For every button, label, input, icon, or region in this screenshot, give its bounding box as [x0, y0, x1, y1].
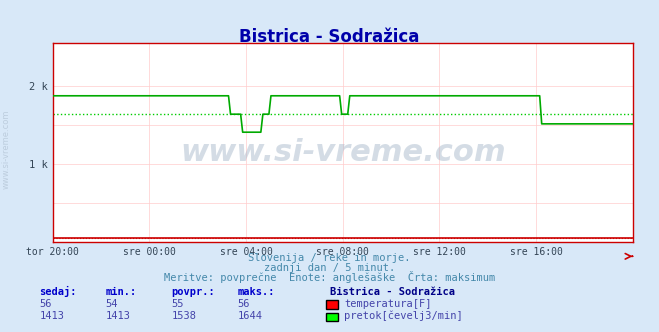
- Text: temperatura[F]: temperatura[F]: [344, 299, 432, 309]
- Text: pretok[čevelj3/min]: pretok[čevelj3/min]: [344, 311, 463, 321]
- Text: Bistrica - Sodražica: Bistrica - Sodražica: [330, 288, 455, 297]
- Text: 56: 56: [237, 299, 250, 309]
- Text: maks.:: maks.:: [237, 288, 275, 297]
- Text: 1413: 1413: [105, 311, 130, 321]
- Text: 1413: 1413: [40, 311, 65, 321]
- Text: 55: 55: [171, 299, 184, 309]
- Text: min.:: min.:: [105, 288, 136, 297]
- Text: sedaj:: sedaj:: [40, 287, 77, 297]
- Text: 54: 54: [105, 299, 118, 309]
- Text: www.si-vreme.com: www.si-vreme.com: [180, 138, 505, 167]
- Text: 56: 56: [40, 299, 52, 309]
- Text: povpr.:: povpr.:: [171, 288, 215, 297]
- Text: zadnji dan / 5 minut.: zadnji dan / 5 minut.: [264, 263, 395, 273]
- Text: Meritve: povprečne  Enote: anglešaške  Črta: maksimum: Meritve: povprečne Enote: anglešaške Črt…: [164, 271, 495, 283]
- Text: 1538: 1538: [171, 311, 196, 321]
- Text: Bistrica - Sodražica: Bistrica - Sodražica: [239, 28, 420, 46]
- Text: 1644: 1644: [237, 311, 262, 321]
- Text: www.si-vreme.com: www.si-vreme.com: [2, 110, 11, 189]
- Text: Slovenija / reke in morje.: Slovenija / reke in morje.: [248, 253, 411, 263]
